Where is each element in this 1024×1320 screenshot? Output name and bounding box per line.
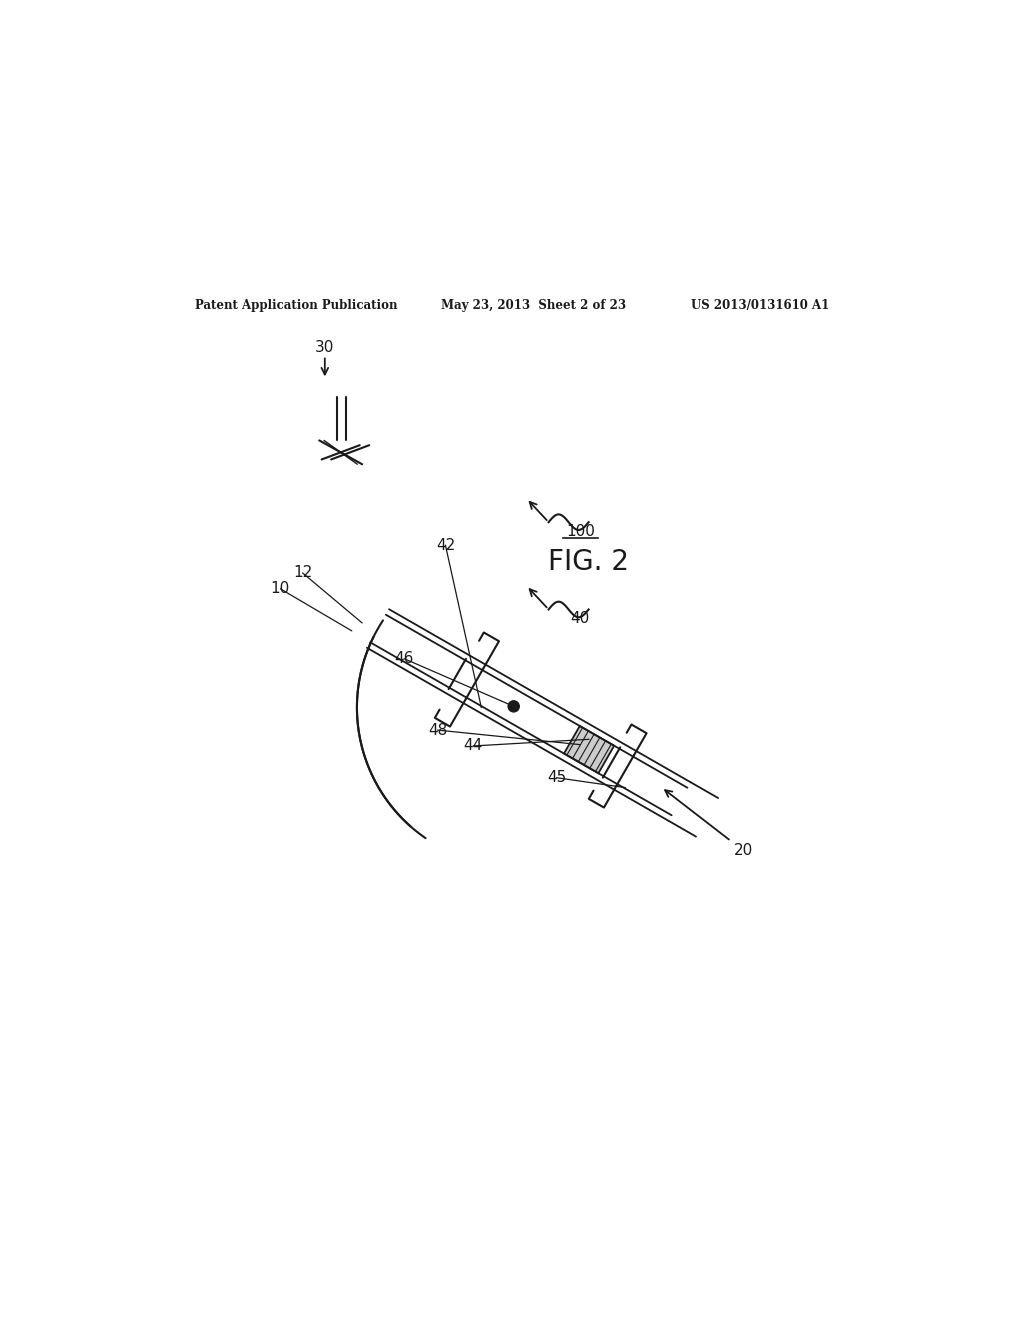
Text: May 23, 2013  Sheet 2 of 23: May 23, 2013 Sheet 2 of 23 — [441, 300, 627, 312]
Text: 30: 30 — [315, 341, 335, 355]
Text: 48: 48 — [428, 722, 447, 738]
Text: 46: 46 — [394, 651, 414, 667]
Text: 12: 12 — [293, 565, 312, 581]
Circle shape — [508, 701, 519, 711]
Text: 40: 40 — [570, 611, 590, 627]
Text: FIG. 2: FIG. 2 — [548, 548, 629, 576]
Text: 45: 45 — [547, 770, 566, 785]
Text: 100: 100 — [566, 524, 595, 539]
Text: 42: 42 — [436, 537, 455, 553]
Text: 20: 20 — [733, 843, 753, 858]
Polygon shape — [564, 726, 614, 774]
Text: Patent Application Publication: Patent Application Publication — [196, 300, 398, 312]
Text: US 2013/0131610 A1: US 2013/0131610 A1 — [691, 300, 829, 312]
Text: 10: 10 — [270, 581, 290, 597]
Text: 44: 44 — [464, 738, 483, 754]
